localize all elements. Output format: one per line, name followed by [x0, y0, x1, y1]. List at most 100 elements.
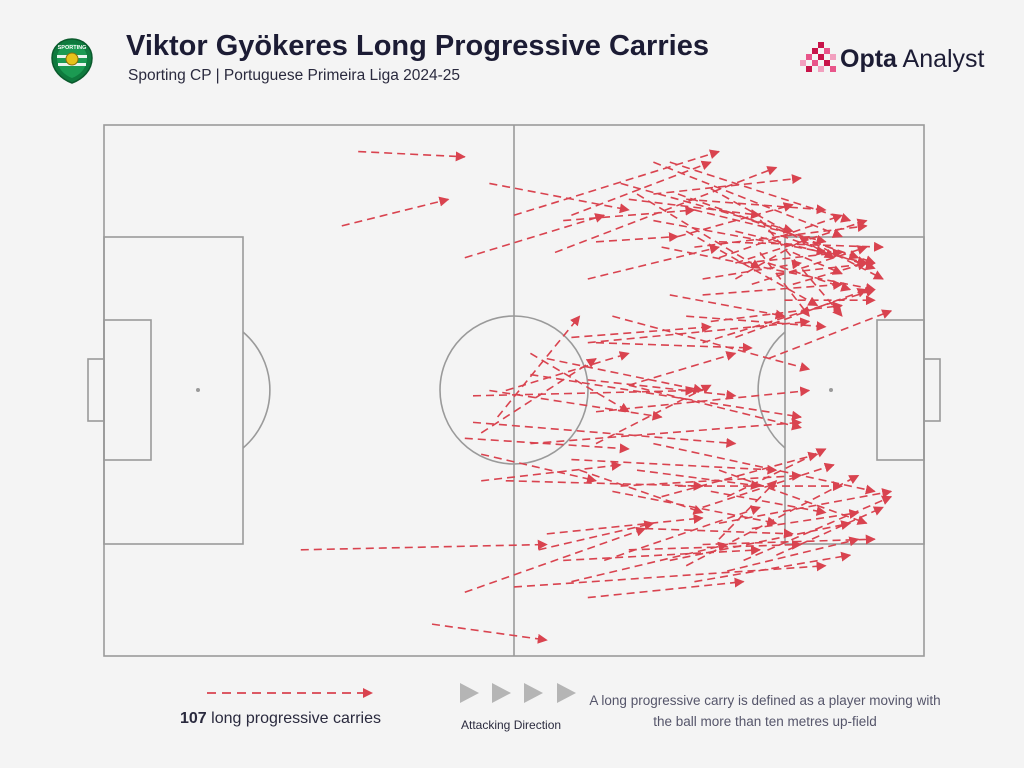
carry-arrow-10	[554, 166, 778, 254]
carry-arrow-66	[489, 389, 663, 421]
carry-arrow-38	[702, 279, 843, 296]
carry-arrow-13	[636, 193, 761, 270]
carry-arrow-69	[464, 437, 630, 454]
brand-bold: Opta	[840, 45, 897, 73]
carry-arrow-53	[735, 287, 868, 339]
left-penalty-area	[103, 236, 244, 545]
carry-arrow-62	[505, 351, 630, 392]
left-six-yard-box	[103, 319, 152, 461]
carry-arrow-50	[702, 287, 876, 344]
carry-arrow-103	[300, 539, 548, 551]
carry-arrow-35	[751, 245, 868, 286]
chart-title: Viktor Gyökeres Long Progressive Carries	[126, 30, 709, 62]
carry-arrow-22	[653, 219, 827, 256]
brand-rest: Analyst	[896, 45, 985, 73]
centre-circle	[439, 315, 589, 465]
carry-arrow-20	[686, 198, 827, 215]
carry-arrow-47	[759, 251, 810, 317]
carry-arrow-100	[587, 577, 745, 599]
carry-arrow-3	[489, 182, 630, 214]
carry-arrow-104	[464, 526, 647, 594]
carry-arrow-60	[628, 384, 802, 431]
carry-arrow-96	[546, 513, 704, 535]
carry-arrow-9	[571, 160, 712, 217]
right-penalty-arc	[757, 331, 786, 449]
carry-arrow-105	[563, 545, 761, 562]
carry-arrow-18	[653, 161, 843, 238]
carry-arrow-95	[669, 520, 852, 562]
opta-analyst-logo-icon	[800, 42, 836, 72]
carry-arrow-45	[800, 235, 884, 280]
carry-arrow-73	[530, 418, 802, 445]
carry-arrow-43	[767, 262, 852, 292]
carry-arrow-92	[612, 490, 778, 527]
carry-arrow-26	[702, 259, 802, 280]
attacking-direction-icon	[460, 683, 576, 703]
carry-arrow-90	[661, 451, 819, 498]
carry-arrow-40	[669, 294, 786, 320]
carry-arrow-19	[669, 161, 852, 223]
direction-triangle-1	[460, 683, 479, 703]
carry-arrow-106	[727, 536, 860, 572]
carry-arrow-32	[751, 219, 876, 265]
carry-arrow-37	[792, 251, 843, 275]
carry-arrow-57	[546, 357, 704, 394]
carry-arrow-65	[480, 357, 597, 434]
carry-arrow-76	[579, 469, 704, 515]
crest-text: SPORTING	[58, 45, 87, 51]
definition-note: A long progressive carry is defined as a…	[589, 693, 941, 729]
carry-arrow-94	[628, 539, 802, 551]
carry-arrow-86	[743, 495, 893, 562]
carry-arrow-75	[620, 470, 802, 487]
sporting-crest-logo: SPORTING	[51, 38, 93, 84]
carry-arrow-6	[595, 232, 679, 243]
carry-arrow-71	[481, 453, 597, 484]
attacking-direction-label: Attacking Direction	[461, 718, 562, 732]
carry-arrow-1	[358, 150, 466, 162]
carry-arrow-63	[496, 315, 581, 418]
carry-arrow-41	[661, 246, 876, 293]
carry-arrow-56	[571, 322, 712, 339]
carry-arrow-107	[431, 623, 548, 644]
direction-triangle-3	[524, 683, 543, 703]
carry-arrow-91	[718, 480, 778, 540]
carry-arrow-72	[505, 479, 704, 491]
carry-arrow-101	[603, 505, 761, 562]
carry-arrow-97	[513, 561, 827, 588]
pitch-markings	[87, 124, 941, 657]
direction-triangle-2	[492, 683, 511, 703]
carry-arrow-2	[341, 196, 450, 227]
carry-arrow-102	[694, 551, 852, 583]
carry-arrow-31	[735, 230, 868, 266]
carry-arrow-14	[612, 315, 811, 372]
carry-arrow-64	[472, 385, 696, 397]
carry-arrow-93	[645, 527, 794, 539]
carry-arrow-33	[718, 213, 843, 259]
carry-arrow-68	[595, 384, 712, 445]
carry-arrow-48	[587, 317, 811, 344]
carry-arrow-67	[472, 421, 737, 448]
carry-arrow-21	[628, 198, 761, 220]
left-penalty-arc	[242, 331, 271, 449]
carry-arrow-29	[710, 188, 835, 259]
carry-arrow-7	[587, 244, 720, 280]
left-goal	[87, 358, 105, 422]
carry-arrow-8	[464, 213, 606, 259]
carry-arrow-85	[702, 534, 876, 546]
carry-arrow-15	[595, 341, 753, 353]
carry-arrow-51	[686, 315, 827, 332]
carry-count: 107	[180, 710, 207, 727]
carry-arrow-87	[776, 506, 884, 556]
right-six-yard-box	[876, 319, 925, 461]
direction-triangle-4	[557, 683, 576, 703]
carry-arrow-74	[571, 458, 778, 475]
carry-arrow-23	[694, 209, 827, 245]
carry-arrow-52	[710, 301, 843, 323]
carry-arrow-61	[530, 373, 802, 421]
carry-arrow-70	[481, 460, 622, 482]
carries-layer	[300, 149, 893, 644]
chart-subtitle: Sporting CP | Portuguese Primeira Liga 2…	[128, 67, 461, 84]
carry-arrow-12	[529, 352, 630, 413]
carry-arrow-11	[653, 174, 802, 195]
